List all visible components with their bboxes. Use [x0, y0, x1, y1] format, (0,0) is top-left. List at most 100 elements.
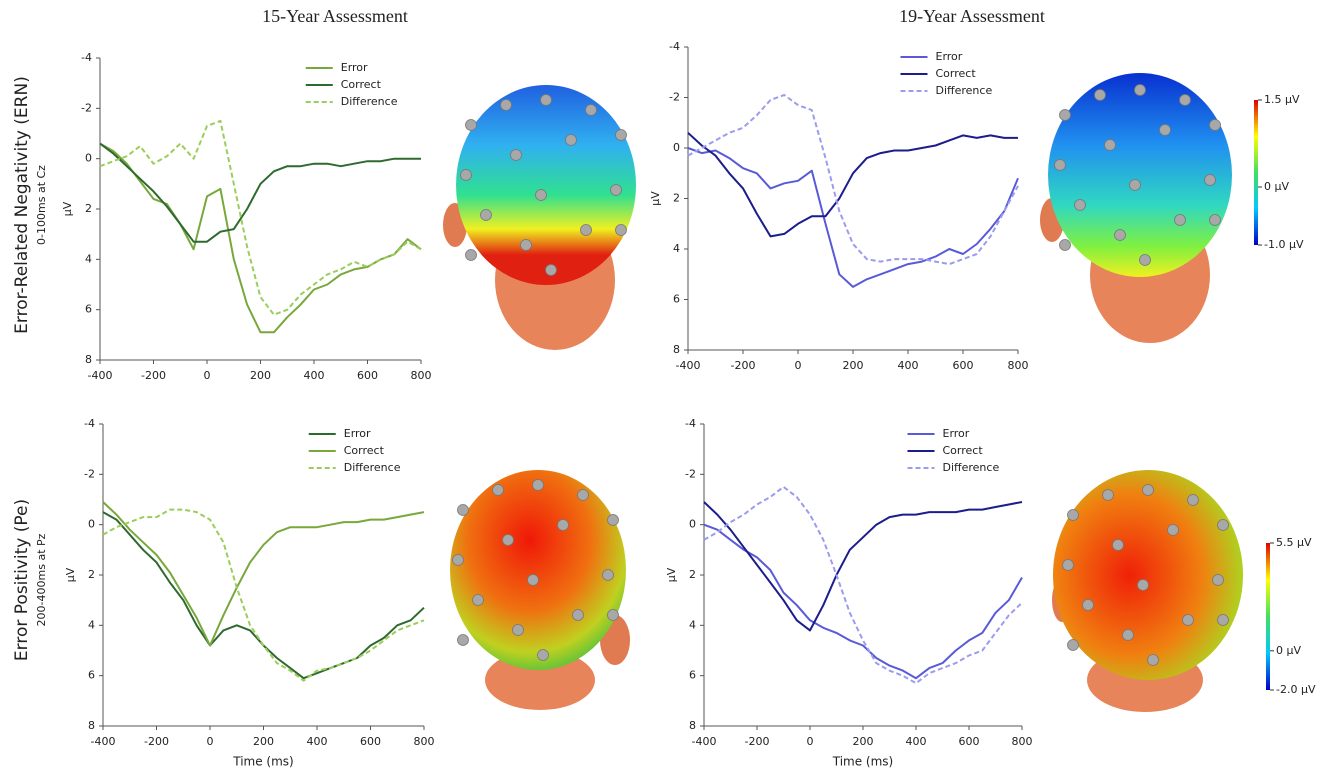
x-tick-label: 600: [360, 735, 381, 748]
electrode: [1083, 600, 1094, 611]
x-tick-label: -400: [88, 369, 113, 382]
x-tick-label: 200: [843, 359, 864, 372]
series-line: [100, 144, 421, 333]
electrode: [458, 505, 469, 516]
y-tick-label: 0: [689, 518, 696, 531]
electrode: [1105, 140, 1116, 151]
electrode: [503, 535, 514, 546]
x-tick-label: 800: [1012, 735, 1033, 748]
electrode: [608, 610, 619, 621]
x-tick-label: -400: [91, 735, 116, 748]
colorbar-label: 0 μV: [1264, 180, 1289, 193]
colorbar-label: 1.5 μV: [1264, 93, 1300, 106]
electrode: [566, 135, 577, 146]
y-tick-label: 6: [689, 669, 696, 682]
legend-label: Correct: [936, 67, 977, 80]
electrode: [1140, 255, 1151, 266]
electrode: [1160, 125, 1171, 136]
electrode: [1205, 175, 1216, 186]
x-tick-label: 800: [414, 735, 435, 748]
head-topography: [450, 470, 630, 710]
legend-label: Difference: [344, 461, 401, 474]
electrode: [1113, 540, 1124, 551]
y-tick-label: 0: [673, 141, 680, 154]
electrode: [533, 480, 544, 491]
electrode: [586, 105, 597, 116]
electrode: [1218, 615, 1229, 626]
colorbar: [1254, 100, 1258, 245]
legend-label: Difference: [341, 95, 398, 108]
electrode: [573, 610, 584, 621]
x-tick-label: 200: [853, 735, 874, 748]
x-tick-label: 0: [204, 369, 211, 382]
electrode: [521, 240, 532, 251]
y-tick-label: 0: [88, 518, 95, 531]
y-tick-label: -4: [685, 417, 696, 430]
series-line: [688, 148, 1018, 287]
x-tick-label: 400: [307, 735, 328, 748]
electrode: [453, 555, 464, 566]
series-line: [704, 487, 1022, 683]
electrode: [1123, 630, 1134, 641]
electrode: [1175, 215, 1186, 226]
series-line: [688, 95, 1018, 264]
electrode: [1183, 615, 1194, 626]
series-line: [704, 502, 1022, 630]
y-axis-label: μV: [64, 567, 77, 582]
y-tick-label: -4: [81, 51, 92, 64]
x-tick-label: -400: [692, 735, 717, 748]
x-tick-label: 800: [1008, 359, 1029, 372]
legend-label: Error: [344, 427, 371, 440]
colorbar-label: -1.0 μV: [1264, 238, 1304, 251]
y-tick-label: 4: [689, 618, 696, 631]
electrode: [546, 265, 557, 276]
electrode: [536, 190, 547, 201]
legend-label: Error: [341, 61, 368, 74]
electrode: [1075, 200, 1086, 211]
series-line: [688, 133, 1018, 237]
electrode: [458, 635, 469, 646]
y-tick-label: 6: [673, 293, 680, 306]
electrode: [466, 120, 477, 131]
electrode: [1060, 240, 1071, 251]
x-tick-label: 600: [953, 359, 974, 372]
electrode: [1055, 160, 1066, 171]
electrode: [1213, 575, 1224, 586]
row-subtitle: 200-400ms at Pz: [35, 533, 48, 626]
electrode: [603, 570, 614, 581]
electrode: [611, 185, 622, 196]
y-tick-label: 8: [88, 719, 95, 732]
x-tick-label: 600: [357, 369, 378, 382]
column-title: 19-Year Assessment: [899, 6, 1045, 26]
electrode: [558, 520, 569, 531]
x-tick-label: 800: [411, 369, 432, 382]
y-tick-label: 2: [673, 192, 680, 205]
electrode: [1068, 640, 1079, 651]
x-tick-label: 200: [253, 735, 274, 748]
electrode: [511, 150, 522, 161]
electrode: [1210, 120, 1221, 131]
y-tick-label: 8: [85, 353, 92, 366]
y-tick-label: 4: [673, 242, 680, 255]
y-tick-label: 4: [88, 618, 95, 631]
electrode: [581, 225, 592, 236]
electrode: [616, 225, 627, 236]
y-axis-label: μV: [649, 191, 662, 206]
electrode: [1068, 510, 1079, 521]
legend-label: Difference: [943, 461, 1000, 474]
electrode: [528, 575, 539, 586]
y-tick-label: -4: [84, 417, 95, 430]
y-tick-label: -2: [669, 91, 680, 104]
x-axis-label: Time (ms): [832, 755, 894, 769]
x-tick-label: -200: [745, 735, 770, 748]
y-tick-label: 6: [88, 669, 95, 682]
row-title: Error-Related Negativity (ERN): [12, 76, 32, 334]
electrode: [1130, 180, 1141, 191]
electrode: [1095, 90, 1106, 101]
x-tick-label: 400: [906, 735, 927, 748]
electrode: [1063, 560, 1074, 571]
electrode: [466, 250, 477, 261]
legend-label: Correct: [943, 444, 984, 457]
electrode: [541, 95, 552, 106]
y-axis-label: μV: [61, 201, 74, 216]
